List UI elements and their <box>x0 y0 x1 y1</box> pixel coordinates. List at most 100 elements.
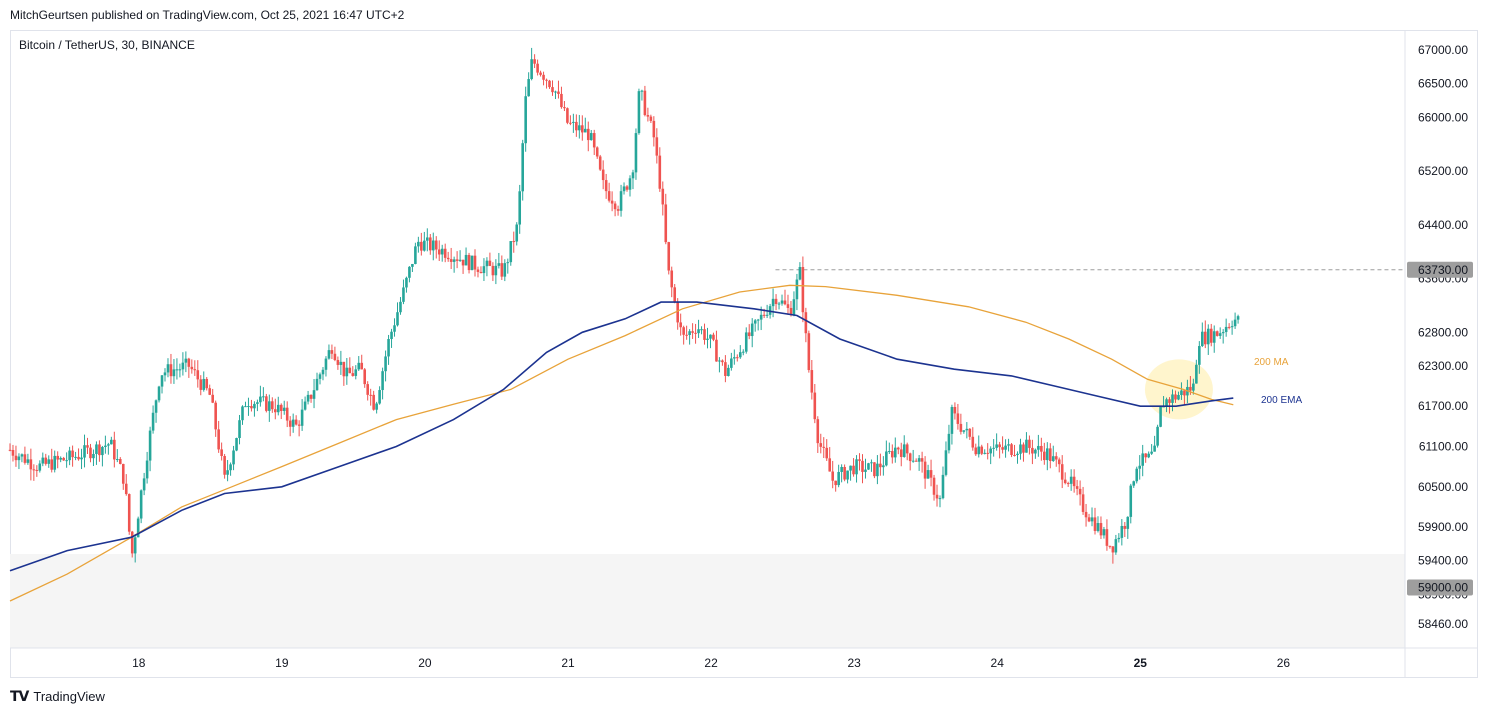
candle-body <box>1221 332 1225 334</box>
candle-body <box>464 254 468 266</box>
candle-body <box>649 116 653 121</box>
candle-body <box>628 178 632 190</box>
candle-body <box>673 287 677 302</box>
candle-body <box>118 459 122 464</box>
candle-body <box>434 240 438 250</box>
candle-body <box>50 459 54 470</box>
candle-body <box>1114 539 1118 553</box>
price-axis[interactable]: 67000.00 66500.00 66000.00 65200.00 64400.00… <box>1418 43 1468 631</box>
candle-body <box>750 323 754 337</box>
candle-body <box>423 240 426 251</box>
candle-body <box>485 260 489 267</box>
candle-body <box>753 320 757 324</box>
candle-body <box>1230 326 1234 328</box>
candle-body <box>1066 483 1070 485</box>
candle-body <box>861 460 864 472</box>
candle-body <box>983 452 987 454</box>
candle-body <box>244 406 247 408</box>
candle-body <box>1016 453 1019 456</box>
candle-body <box>431 240 435 251</box>
candle-body <box>288 420 292 427</box>
candle-body <box>670 270 674 288</box>
candle-body <box>205 378 209 389</box>
candle-body <box>738 352 742 358</box>
candle-body <box>891 451 894 458</box>
candle-body <box>217 429 220 450</box>
candle-body <box>1132 481 1136 486</box>
candle-body <box>1195 364 1198 384</box>
moving-average-lines <box>9 284 1234 602</box>
candle-body <box>1120 525 1124 538</box>
candle-body <box>306 394 310 402</box>
candle-body <box>977 446 981 455</box>
time-tick-label: 20 <box>418 656 432 670</box>
candle-body <box>756 319 760 321</box>
ema-label: 200 EMA <box>1261 395 1302 406</box>
candle-body <box>822 446 826 448</box>
candle-body <box>1189 386 1192 391</box>
candle-body <box>786 304 790 308</box>
candle-body <box>136 518 140 538</box>
candle-body <box>458 259 462 261</box>
time-tick-label: 19 <box>275 656 289 670</box>
candle-body <box>679 322 682 328</box>
candle-body <box>578 125 581 131</box>
candle-body <box>837 471 840 486</box>
candle-body <box>1072 476 1076 487</box>
candle-body <box>399 301 402 313</box>
candle-body <box>521 143 524 192</box>
candle-body <box>378 390 381 404</box>
time-tick-label: 21 <box>561 656 575 670</box>
candle-body <box>902 444 906 457</box>
candle-body <box>1141 453 1144 466</box>
candle-body <box>1206 328 1210 345</box>
candle-body <box>74 456 77 458</box>
candle-body <box>1147 453 1150 458</box>
candle-body <box>762 314 766 316</box>
candle-body <box>89 447 92 459</box>
candle-body <box>1081 494 1085 512</box>
candle-body <box>127 494 131 532</box>
candle-body <box>676 301 679 323</box>
candle-body <box>798 267 802 280</box>
candle-body <box>282 407 286 411</box>
candle-body <box>35 469 39 471</box>
candle-body <box>196 370 200 380</box>
time-tick-label: 22 <box>704 656 718 670</box>
candle-body <box>107 444 110 446</box>
candle-body <box>354 369 358 376</box>
price-tick-label: 64400.00 <box>1418 218 1468 232</box>
candle-body <box>101 446 104 456</box>
candle-body <box>238 420 241 439</box>
time-tick-label: 18 <box>132 656 146 670</box>
candle-body <box>1177 394 1180 400</box>
candle-body <box>402 287 405 302</box>
candle-body <box>497 263 501 266</box>
candle-body <box>971 436 975 448</box>
candle-body <box>867 463 870 470</box>
candle-body <box>166 364 170 373</box>
time-axis[interactable]: 18 19 20 21 22 23 24 25 26 <box>132 656 1290 670</box>
candle-body <box>443 248 447 258</box>
candle-body <box>953 406 957 414</box>
candle-body <box>1090 517 1094 522</box>
candle-body <box>1126 516 1130 529</box>
candle-body <box>1054 456 1058 460</box>
symbol-title[interactable]: Bitcoin / TetherUS, 30, BINANCE <box>19 38 195 52</box>
candle-body <box>965 428 969 431</box>
candles <box>8 47 1240 564</box>
chart-pane[interactable] <box>10 30 1478 678</box>
candle-body <box>59 457 62 460</box>
candle-body <box>610 200 614 204</box>
series-labels: 200 MA 200 EMA <box>1254 357 1302 406</box>
candle-body <box>1168 399 1171 403</box>
candle-body <box>655 137 659 156</box>
candle-body <box>879 463 882 468</box>
candle-body <box>899 449 903 457</box>
candle-body <box>667 242 671 271</box>
candle-body <box>190 366 194 370</box>
candle-body <box>783 300 787 305</box>
tradingview-brand[interactable]: 𝗧𝗩 TradingView <box>10 688 105 705</box>
candle-body <box>1159 406 1162 427</box>
